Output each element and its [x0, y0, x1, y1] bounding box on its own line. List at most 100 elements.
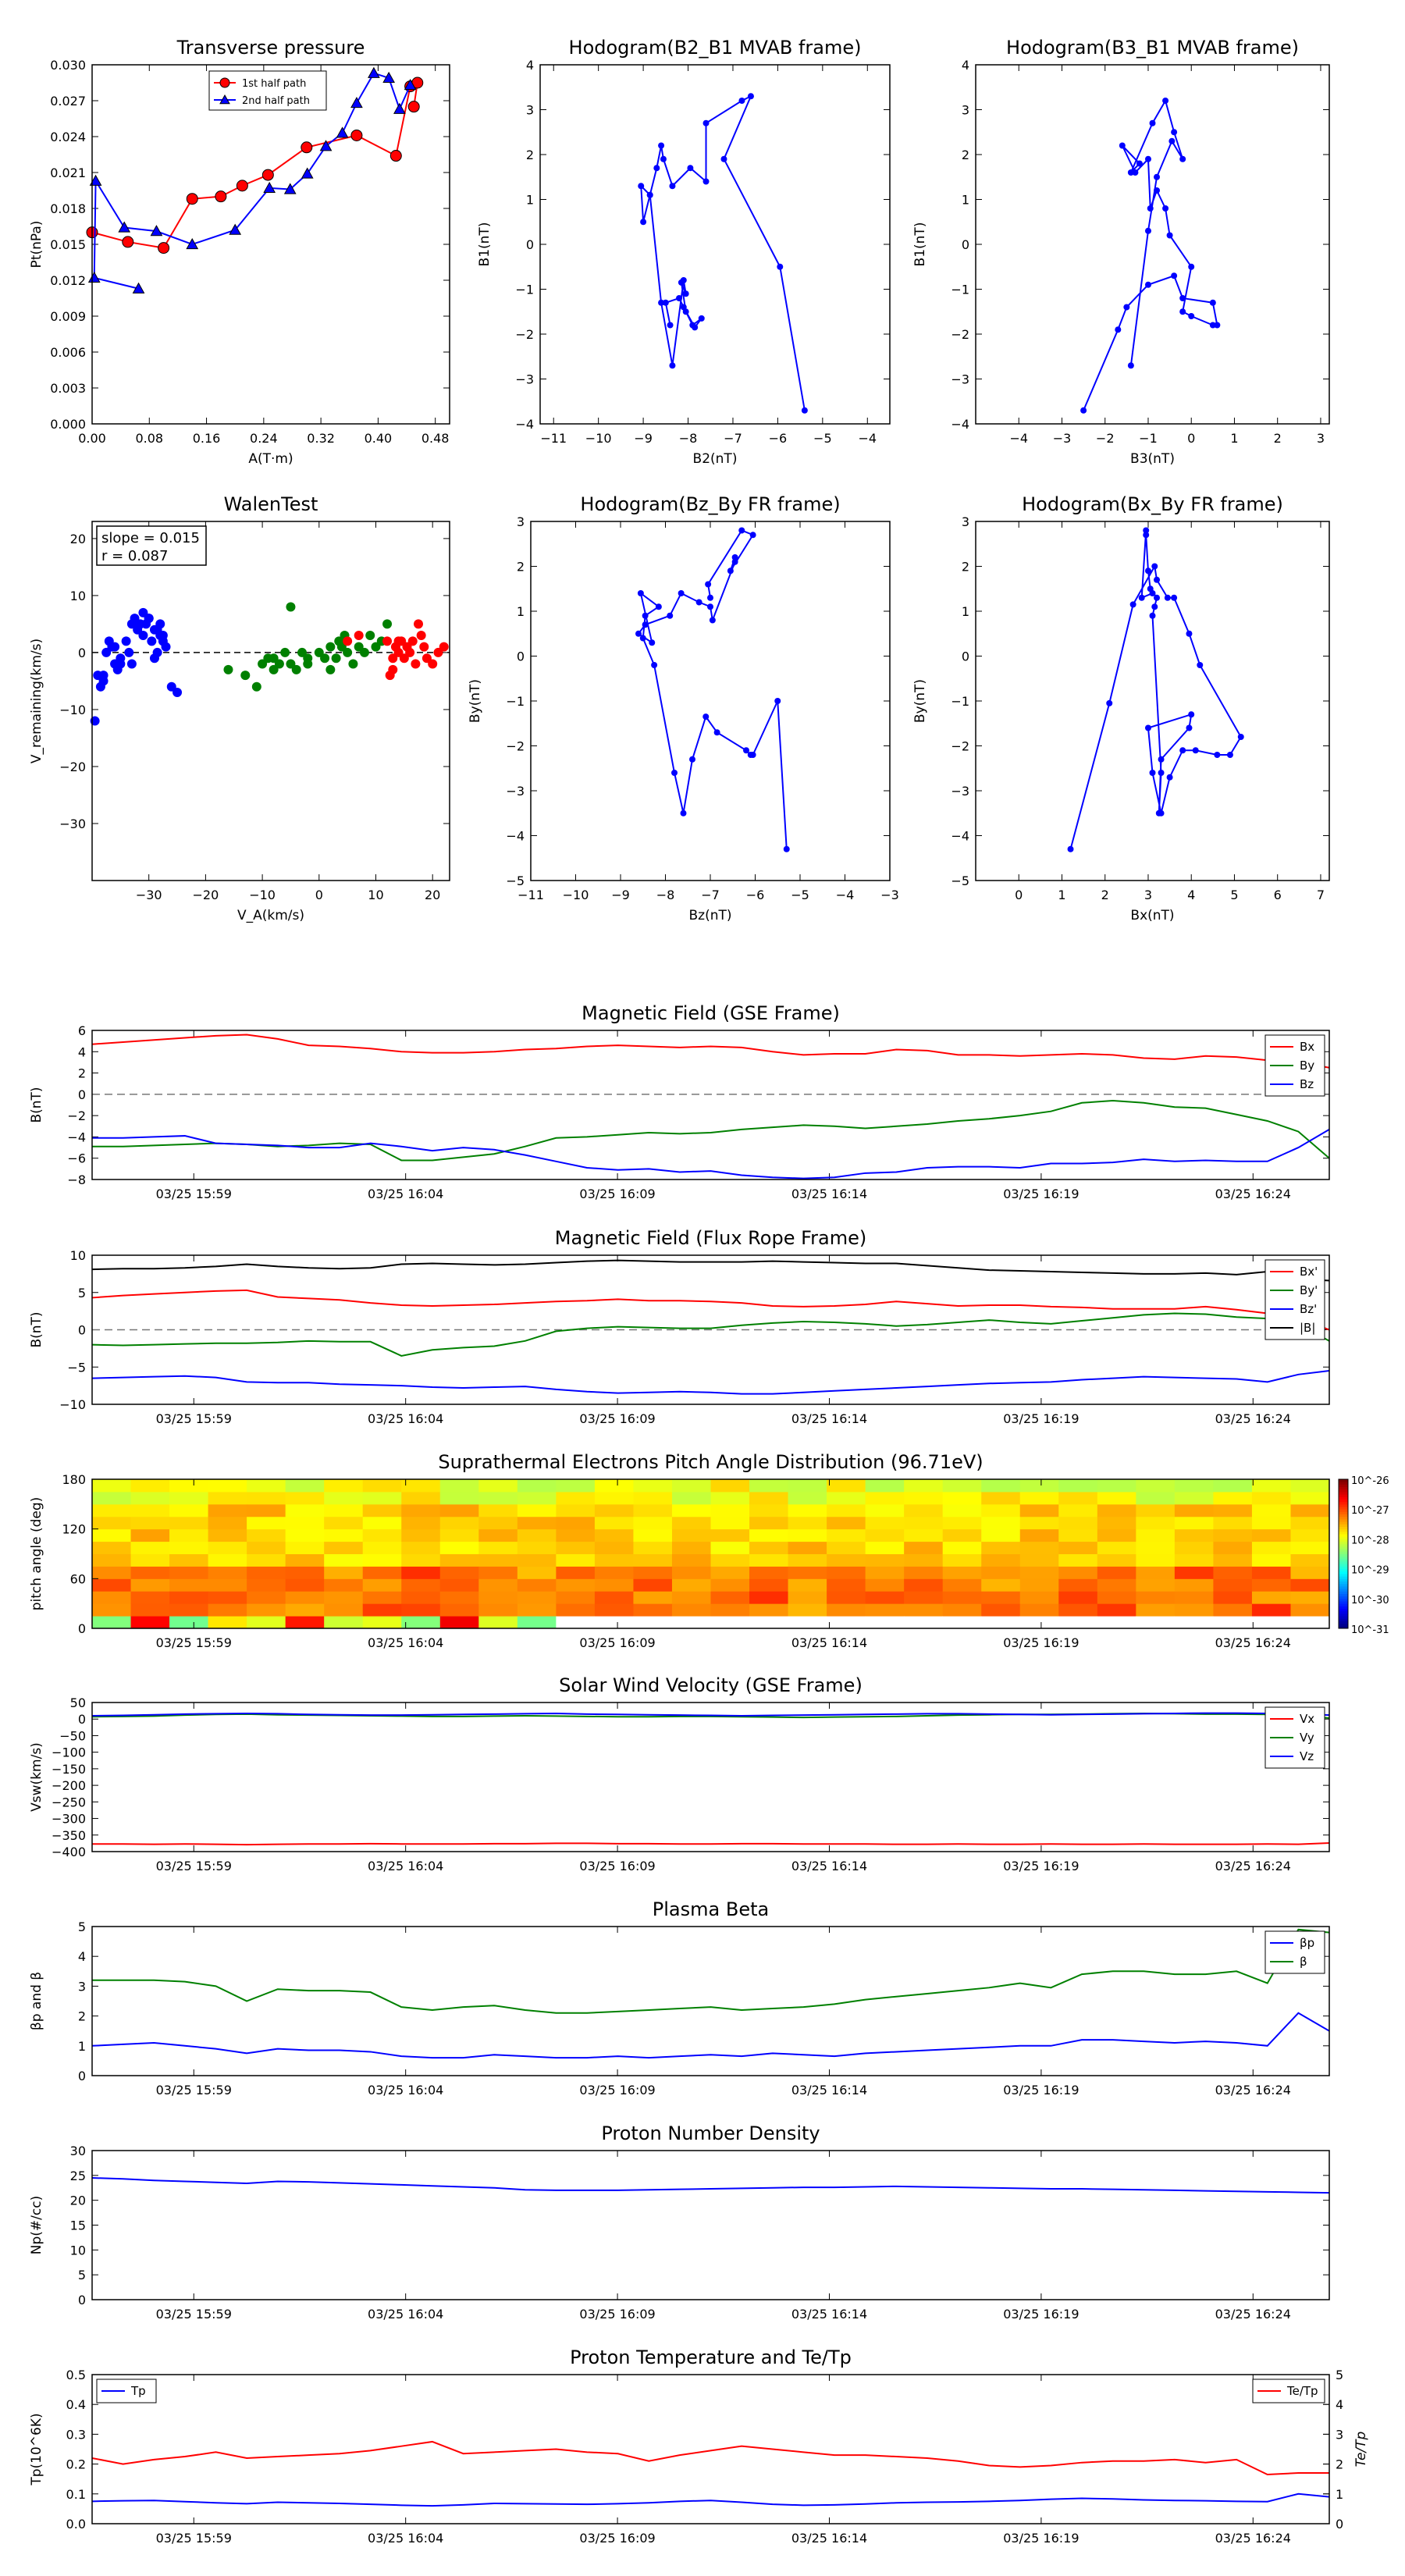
- colorbar-step: [1339, 1581, 1348, 1585]
- heatmap-cell: [362, 1591, 402, 1604]
- heatmap-cell: [633, 1516, 673, 1530]
- heatmap-cell: [710, 1566, 750, 1579]
- heatmap-cell: [517, 1516, 557, 1530]
- chart-title: Magnetic Field (Flux Rope Frame): [555, 1227, 866, 1249]
- heatmap-cell: [208, 1591, 247, 1604]
- series-line-vx: [92, 1841, 1330, 1846]
- data-point: [343, 636, 353, 646]
- legend-label: Bx: [1300, 1040, 1314, 1054]
- heatmap-cell: [324, 1578, 364, 1592]
- data-point: [669, 362, 676, 369]
- heatmap-cell: [247, 1491, 286, 1505]
- heatmap-cell: [439, 1553, 479, 1567]
- heatmap-cell: [324, 1603, 364, 1617]
- x-tick-label: −7: [701, 888, 720, 902]
- heatmap-cell: [401, 1566, 441, 1579]
- heatmap-cell: [1097, 1528, 1136, 1542]
- data-point: [658, 299, 665, 306]
- x-tick-label: 03/25 16:19: [1003, 1859, 1079, 1873]
- colorbar-step: [1339, 1518, 1348, 1522]
- y-tick-label-right: 5: [1336, 2368, 1343, 2382]
- legend-label: Vy: [1300, 1731, 1314, 1745]
- heatmap-cell: [788, 1616, 827, 1629]
- heatmap-cell: [1058, 1479, 1098, 1493]
- heatmap-cell: [247, 1566, 286, 1579]
- colorbar-step: [1339, 1568, 1348, 1572]
- data-point: [642, 612, 649, 619]
- y-tick-label: 0: [78, 1087, 86, 1102]
- y-tick-label: −5: [951, 873, 969, 888]
- y-tick-label: 6: [78, 1023, 86, 1038]
- heatmap-cell: [285, 1566, 325, 1579]
- plot-frame: [91, 64, 450, 425]
- data-point: [382, 71, 395, 83]
- heatmap-cell: [633, 1591, 673, 1604]
- heatmap-cell: [594, 1479, 634, 1493]
- y-tick-label: 0: [962, 237, 969, 252]
- chart-title: Suprathermal Electrons Pitch Angle Distr…: [438, 1451, 983, 1473]
- series-line-p: [91, 2012, 1330, 2059]
- colorbar-step: [1339, 1608, 1348, 1612]
- heatmap-cell: [671, 1616, 711, 1629]
- data-point: [1144, 155, 1151, 162]
- heatmap-cell: [633, 1491, 673, 1505]
- colorbar-step: [1339, 1531, 1348, 1535]
- data-point: [325, 664, 336, 674]
- heatmap-cell: [556, 1591, 596, 1604]
- heatmap-cell: [439, 1516, 479, 1530]
- y-tick-label: 0.0: [66, 2517, 86, 2532]
- heatmap-cell: [1213, 1553, 1253, 1567]
- heatmap-cell: [130, 1491, 170, 1505]
- heatmap-cell: [1290, 1528, 1330, 1542]
- heatmap-cell: [1213, 1566, 1253, 1579]
- data-point: [738, 98, 745, 104]
- heatmap-cell: [478, 1516, 518, 1530]
- y-tick-label: 0: [78, 2069, 86, 2083]
- data-point: [1149, 590, 1156, 596]
- heatmap-cell: [130, 1566, 170, 1579]
- y-tick-label: 0: [517, 649, 525, 664]
- heatmap-cell: [1019, 1541, 1059, 1554]
- y-tick-label: 0.000: [50, 417, 86, 432]
- heatmap-cell: [1058, 1491, 1098, 1505]
- heatmap-cell: [1019, 1479, 1059, 1493]
- heatmap-cell: [1136, 1616, 1176, 1629]
- data-point: [731, 558, 738, 565]
- x-tick-label: 03/25 16:09: [579, 2307, 655, 2322]
- heatmap-cell: [556, 1516, 596, 1530]
- data-point: [1115, 326, 1122, 333]
- heatmap-cell: [633, 1479, 673, 1493]
- x-tick-label: −9: [634, 431, 653, 446]
- heatmap-cell: [247, 1541, 286, 1554]
- heatmap-cell: [981, 1603, 1021, 1617]
- y-tick-label: −5: [67, 1360, 86, 1375]
- y-tick-label: 30: [70, 2144, 86, 2158]
- y-tick-label: 0.1: [66, 2487, 86, 2502]
- chart-title: Hodogram(Bz_By FR frame): [580, 493, 840, 515]
- heatmap-cell: [904, 1578, 944, 1592]
- heatmap-cell: [594, 1578, 634, 1592]
- heatmap-cell: [1136, 1578, 1176, 1592]
- plot-frame: [91, 1702, 1330, 1852]
- heatmap-cell: [1058, 1616, 1098, 1629]
- y-tick-label-right: 3: [1336, 2427, 1343, 2442]
- series-line-bx: [91, 1034, 1330, 1069]
- legend-label: |B|: [1300, 1321, 1315, 1335]
- heatmap-cell: [362, 1479, 402, 1493]
- heatmap-cell: [247, 1553, 286, 1567]
- data-point: [1154, 187, 1161, 194]
- x-tick-label: 03/25 16:04: [368, 1635, 443, 1650]
- x-tick-label: 03/25 15:59: [156, 2531, 232, 2546]
- colorbar-step: [1339, 1521, 1348, 1525]
- data-point: [320, 653, 330, 664]
- x-tick-label: −2: [1096, 431, 1115, 446]
- heatmap-cell: [594, 1491, 634, 1505]
- heatmap-cell: [1174, 1553, 1214, 1567]
- data-point: [1143, 532, 1150, 539]
- data-point: [1123, 304, 1130, 311]
- y-tick-label: −10: [59, 703, 86, 717]
- heatmap-cell: [478, 1591, 518, 1604]
- heatmap-cell: [130, 1503, 170, 1517]
- data-point: [667, 612, 674, 619]
- colorbar-step: [1339, 1541, 1348, 1545]
